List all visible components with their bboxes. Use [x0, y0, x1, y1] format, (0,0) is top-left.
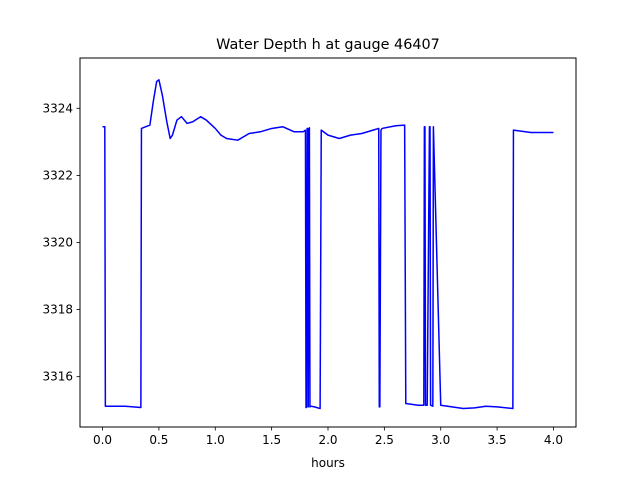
x-tick-label: 1.0	[206, 433, 225, 447]
x-tick-label: 0.5	[149, 433, 168, 447]
x-tick-label: 3.5	[488, 433, 507, 447]
x-axis: 0.0 0.5 1.0 1.5 2.0 2.5 3.0 3.5 4.0	[93, 427, 563, 447]
series-layer	[102, 79, 554, 410]
plot-frame	[79, 57, 577, 428]
x-tick-label: 2.0	[318, 433, 337, 447]
x-tick-label: 4.0	[544, 433, 563, 447]
y-tick-label: 3318	[42, 303, 73, 317]
y-tick-label: 3316	[42, 370, 73, 384]
x-tick-label: 2.5	[375, 433, 394, 447]
y-tick-label: 3320	[42, 236, 73, 250]
plot-area	[80, 58, 576, 427]
y-axis: 3316 3318 3320 3322 3324	[42, 101, 80, 384]
series-line-0	[102, 79, 554, 410]
chart-title: Water Depth h at gauge 46407	[216, 37, 440, 53]
x-tick-label: 3.0	[431, 433, 450, 447]
x-tick-label: 0.0	[93, 433, 112, 447]
y-tick-label: 3322	[42, 168, 73, 182]
x-tick-label: 1.5	[262, 433, 281, 447]
y-tick-label: 3324	[42, 101, 73, 115]
x-axis-label: hours	[311, 456, 345, 470]
